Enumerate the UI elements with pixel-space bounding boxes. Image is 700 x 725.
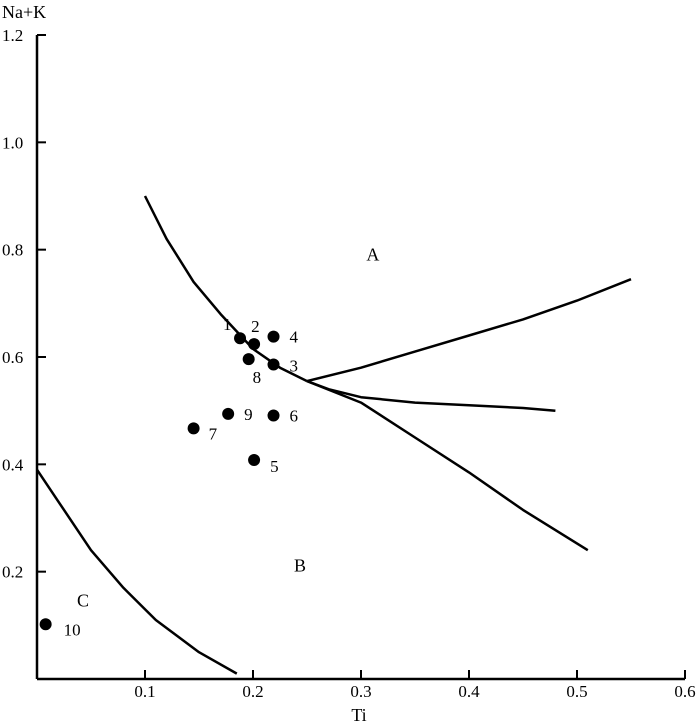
data-point — [39, 618, 52, 631]
x-tick-label: 0.1 — [134, 682, 155, 701]
x-tick-label: 0.6 — [674, 682, 695, 701]
point-label: 5 — [270, 457, 279, 476]
y-tick-label: 1.0 — [2, 133, 23, 152]
data-point — [222, 407, 235, 420]
point-labels: 1 2 3 4 5 6 7 89 10 — [64, 315, 299, 639]
data-point — [267, 409, 280, 422]
point-label: 2 — [251, 317, 260, 336]
x-axis-title: Ti — [351, 705, 366, 725]
axes — [35, 35, 685, 681]
boundary-line — [143, 195, 308, 383]
data-point — [267, 358, 280, 371]
data-point — [242, 353, 255, 366]
point-label: 7 — [209, 424, 218, 443]
point-label: 6 — [290, 406, 299, 425]
data-point — [267, 330, 280, 343]
region-label: B — [294, 556, 306, 576]
region-label: A — [366, 244, 379, 264]
point-label: 3 — [290, 357, 299, 376]
point-label: 10 — [64, 620, 81, 639]
y-tick-label: 1.2 — [2, 26, 23, 45]
y-tick-label: 0.4 — [2, 455, 24, 474]
x-ticks: 0.1 0.2 0.3 0.4 0.5 0.6 — [134, 670, 696, 701]
data-point — [234, 332, 247, 345]
y-ticks: 0.2 0.4 0.6 0.8 1.0 1.2 — [2, 26, 46, 582]
data-point — [248, 454, 261, 467]
data-point — [248, 338, 261, 351]
point-label: 9 — [244, 405, 253, 424]
boundary-line — [306, 379, 589, 552]
boundary-lines — [35, 195, 632, 675]
y-axis-title: Na+K — [2, 2, 46, 22]
point-label: 4 — [290, 328, 299, 347]
boundary-line — [306, 278, 632, 383]
data-point — [187, 422, 200, 435]
x-tick-label: 0.4 — [458, 682, 480, 701]
point-label: 1 — [223, 315, 232, 334]
data-points — [39, 330, 280, 631]
boundary-line — [35, 469, 238, 675]
x-tick-label: 0.5 — [566, 682, 587, 701]
region-label: C — [77, 591, 89, 611]
x-tick-label: 0.3 — [350, 682, 371, 701]
region-labels: A B C — [77, 244, 379, 610]
y-tick-label: 0.2 — [2, 563, 23, 582]
x-tick-label: 0.2 — [242, 682, 263, 701]
y-tick-label: 0.8 — [2, 241, 23, 260]
point-label: 8 — [253, 368, 262, 387]
y-tick-label: 0.6 — [2, 348, 23, 367]
